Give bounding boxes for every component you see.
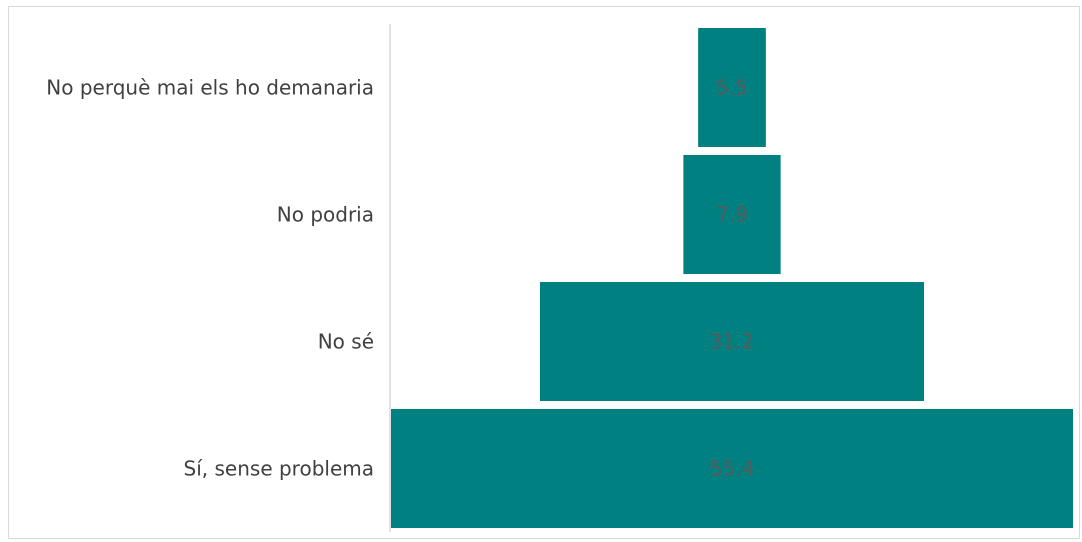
category-labels-group: No perquè mai els ho demanaria No podria N…	[46, 76, 374, 481]
bars-group	[391, 28, 1073, 528]
value-labels-group: 5.5 7.9 31.2 55.4	[710, 76, 755, 481]
category-label-1: No podria	[277, 203, 374, 227]
bar-2	[539, 282, 925, 401]
value-label-0: 5.5	[716, 76, 748, 100]
value-label-2: 31.2	[710, 330, 755, 354]
bar-3	[391, 409, 1073, 528]
category-label-3: Sí, sense problema	[184, 457, 374, 481]
bar-1	[683, 155, 781, 274]
value-label-3: 55.4	[710, 457, 755, 481]
value-label-1: 7.9	[716, 203, 748, 227]
category-label-0: No perquè mai els ho demanaria	[46, 76, 374, 100]
bar-0	[698, 28, 766, 147]
category-label-2: No sé	[318, 330, 374, 354]
